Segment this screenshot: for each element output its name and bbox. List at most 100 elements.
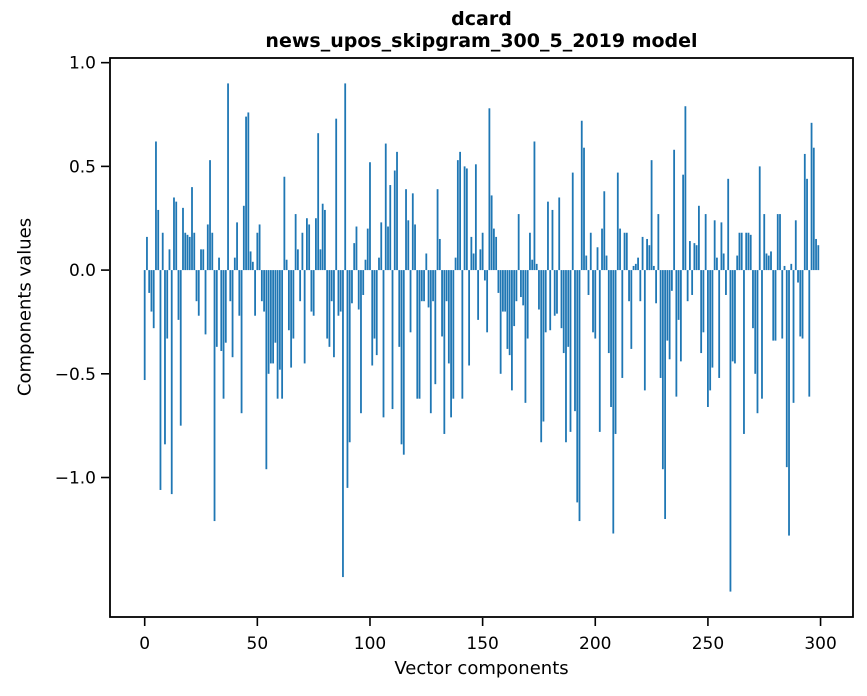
bar [276, 270, 279, 399]
bar [806, 178, 808, 271]
bar [691, 270, 694, 295]
bar [452, 270, 455, 399]
y-tick-label: 1.0 [69, 54, 96, 74]
bar [378, 257, 380, 271]
bar [229, 270, 232, 302]
bar [306, 218, 308, 271]
bar [472, 253, 475, 271]
bar [515, 270, 518, 302]
bar [589, 232, 592, 271]
bar [616, 172, 619, 271]
bar [625, 232, 628, 271]
bar [727, 178, 730, 271]
bar [718, 270, 721, 378]
bar [788, 270, 790, 536]
bar [803, 153, 806, 271]
bar [740, 232, 743, 271]
bar [335, 118, 338, 271]
bar [321, 203, 324, 271]
bar [508, 270, 511, 356]
bar [770, 251, 772, 271]
bar [459, 151, 461, 271]
bar [702, 270, 705, 333]
x-tick-label: 100 [354, 634, 386, 654]
bar [423, 270, 425, 302]
bar [436, 189, 439, 271]
bar [790, 263, 793, 271]
bar [148, 270, 151, 293]
bar [445, 270, 448, 302]
bar [414, 224, 416, 271]
bar [722, 253, 725, 271]
bar [409, 270, 412, 333]
bar [646, 238, 648, 271]
bar [263, 270, 265, 312]
bar [283, 176, 286, 271]
bar [743, 270, 745, 434]
bar [529, 232, 531, 271]
x-axis-label: Vector components [394, 658, 569, 679]
bar [553, 270, 556, 316]
bar [713, 220, 716, 271]
bar [161, 232, 164, 271]
bar [666, 270, 669, 341]
bar [357, 270, 360, 310]
bar [197, 270, 200, 316]
bar [303, 270, 306, 364]
bar [157, 209, 160, 271]
y-tick-label: −1.0 [55, 469, 96, 489]
x-tick-label: 150 [466, 634, 498, 654]
bar [425, 253, 428, 271]
bar [324, 209, 326, 271]
bar [601, 228, 603, 271]
bar [371, 270, 374, 366]
bar [486, 270, 489, 333]
x-tick-label: 300 [804, 634, 836, 654]
bar [619, 228, 621, 271]
bar [256, 232, 259, 271]
bar [317, 133, 320, 271]
bar [182, 207, 184, 271]
bar [238, 270, 241, 316]
bar [236, 222, 238, 271]
bar [206, 224, 209, 271]
bar [736, 255, 739, 271]
bar [758, 166, 761, 271]
bar [657, 214, 660, 271]
bar [375, 270, 378, 356]
bar [495, 236, 498, 271]
bar [526, 270, 529, 339]
bar [542, 270, 545, 422]
bar [369, 162, 371, 271]
bar [792, 270, 795, 403]
bar [326, 270, 329, 339]
bar [634, 263, 637, 271]
bar [704, 214, 707, 271]
bar [772, 270, 775, 341]
bar [393, 170, 396, 271]
bar [328, 270, 331, 347]
bar [193, 232, 196, 271]
bar [443, 270, 446, 434]
bar [623, 232, 626, 271]
bar [725, 270, 727, 295]
bar [535, 263, 538, 271]
x-tick-label: 0 [139, 634, 150, 654]
bar [420, 270, 423, 302]
bar [560, 270, 563, 329]
bar [673, 149, 676, 271]
bar [603, 191, 606, 271]
bar [763, 214, 766, 271]
bar [260, 270, 263, 302]
bar [315, 218, 317, 271]
bar [522, 270, 525, 306]
bar [679, 270, 682, 362]
bar [342, 270, 344, 578]
bar [179, 270, 182, 426]
y-tick-label: 0.0 [69, 261, 96, 281]
bar [569, 270, 572, 432]
bar [664, 270, 667, 519]
bar [632, 265, 635, 271]
bar [488, 108, 491, 271]
y-axis-label: Components values [14, 217, 36, 397]
